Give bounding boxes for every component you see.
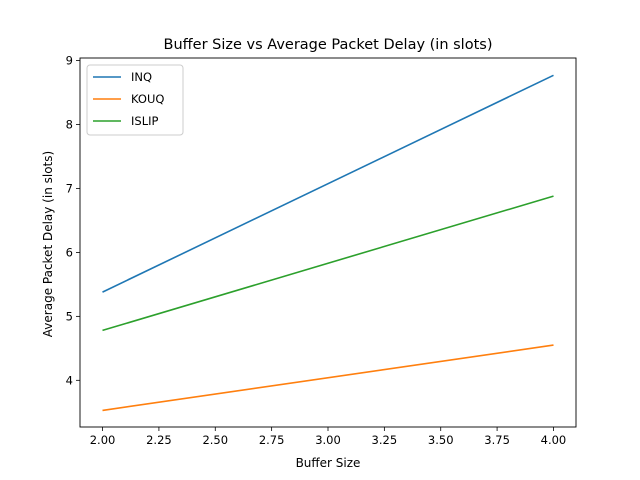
series-line-kouq <box>102 344 554 412</box>
x-tick-label: 2.00 <box>90 433 116 447</box>
y-axis-label: Average Packet Delay (in slots) <box>41 151 55 337</box>
x-tick-label: 3.50 <box>428 433 454 447</box>
y-tick-label: 6 <box>66 245 73 259</box>
plot-area <box>102 74 554 412</box>
x-tick-label: 3.75 <box>484 433 510 447</box>
x-tick-label: 2.75 <box>259 433 285 447</box>
x-axis-label: Buffer Size <box>296 456 361 470</box>
axes: 2.00 2.25 2.50 2.75 3.00 3.25 3.50 3.75 4.00 4 5 6 7… <box>66 54 577 447</box>
x-tick-label: 4.00 <box>541 433 567 447</box>
y-tick-label: 7 <box>66 181 73 195</box>
series-line-islip <box>102 195 554 332</box>
legend-label-inq: INQ <box>131 70 152 84</box>
y-tick-label: 9 <box>66 54 73 68</box>
series-line-inq <box>102 74 554 293</box>
legend: INQ KOUQ ISLIP <box>86 64 184 136</box>
x-tick-label: 3.25 <box>372 433 398 447</box>
y-tick-label: 8 <box>66 118 73 132</box>
legend-label-kouq: KOUQ <box>131 92 164 106</box>
chart-title: Buffer Size vs Average Packet Delay (in … <box>164 37 493 53</box>
x-tick-label: 2.50 <box>202 433 228 447</box>
legend-label-islip: ISLIP <box>131 114 158 128</box>
x-tick-label: 3.00 <box>315 433 341 447</box>
legend-box <box>86 64 184 136</box>
x-tick-label: 2.25 <box>146 433 172 447</box>
y-tick-label: 4 <box>66 373 73 387</box>
y-tick-label: 5 <box>66 309 73 323</box>
